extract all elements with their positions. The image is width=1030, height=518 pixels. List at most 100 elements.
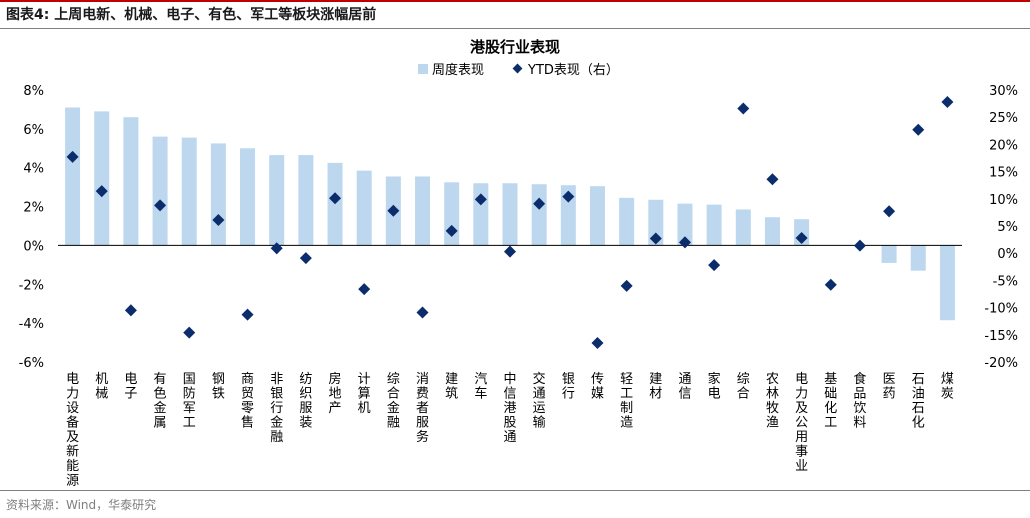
bar-weekly bbox=[531, 184, 547, 246]
point-ytd bbox=[124, 304, 137, 317]
category-label: 煤炭 bbox=[941, 372, 954, 402]
category-label: 家电 bbox=[708, 371, 721, 402]
left-tick-label: 0% bbox=[23, 239, 44, 254]
point-ytd bbox=[941, 95, 954, 108]
category-label: 综合 bbox=[737, 372, 750, 402]
left-tick-label: -6% bbox=[19, 356, 44, 371]
point-ytd bbox=[766, 173, 779, 186]
category-label: 钢铁 bbox=[212, 372, 225, 402]
right-tick-label: 15% bbox=[989, 166, 1018, 181]
point-ytd bbox=[912, 123, 925, 136]
category-label: 中信港股通 bbox=[503, 372, 516, 445]
category-label: 综合金融 bbox=[387, 372, 400, 431]
category-label: 传媒 bbox=[591, 372, 604, 402]
left-tick-label: 6% bbox=[23, 123, 44, 138]
bar-weekly bbox=[298, 155, 314, 246]
bar-weekly bbox=[152, 136, 168, 246]
point-ytd bbox=[824, 278, 837, 291]
category-label: 交通运输 bbox=[533, 371, 546, 431]
figure-title: 图表4: 上周电新、机械、电子、有色、军工等板块涨幅居前 bbox=[6, 7, 377, 23]
legend-bar-swatch bbox=[418, 64, 428, 74]
category-label: 计算机 bbox=[358, 372, 371, 416]
category-label: 机械 bbox=[95, 372, 108, 402]
title-divider bbox=[0, 28, 1030, 29]
point-ytd bbox=[853, 239, 866, 252]
right-tick-label: -5% bbox=[993, 274, 1018, 289]
point-ytd bbox=[241, 308, 254, 321]
bar-weekly bbox=[910, 245, 926, 271]
right-tick-label: 20% bbox=[989, 138, 1018, 153]
left-axis-ticks: 8% 6% 4% 2% 0% -2% -4% -6% bbox=[19, 84, 44, 371]
bar-weekly bbox=[123, 117, 139, 246]
category-label: 通信 bbox=[678, 372, 691, 402]
bar-weekly bbox=[94, 111, 110, 246]
category-label: 建筑 bbox=[445, 372, 458, 402]
right-tick-label: 10% bbox=[989, 193, 1018, 208]
category-label: 电力设备及新能源 bbox=[66, 372, 79, 489]
left-tick-label: 2% bbox=[23, 201, 44, 216]
left-tick-label: 8% bbox=[23, 84, 44, 99]
category-label: 食品饮料 bbox=[853, 371, 866, 431]
bar-weekly bbox=[181, 137, 197, 246]
bar-weekly bbox=[735, 209, 751, 246]
bar-weekly bbox=[560, 185, 576, 246]
bar-weekly bbox=[648, 199, 664, 246]
category-label: 建材 bbox=[649, 372, 662, 402]
point-ytd bbox=[416, 306, 429, 319]
bar-weekly bbox=[502, 183, 518, 246]
bar-series bbox=[65, 107, 955, 321]
legend-item-ytd: YTD表现（右） bbox=[527, 63, 619, 78]
category-label: 基础化工 bbox=[824, 372, 837, 431]
category-label: 农林牧渔 bbox=[766, 372, 779, 431]
top-rule bbox=[0, 0, 1030, 2]
point-ytd bbox=[562, 190, 575, 203]
right-tick-label: 25% bbox=[989, 111, 1018, 126]
category-label: 房地产 bbox=[329, 371, 342, 416]
right-axis-ticks: 30% 25% 20% 15% 10% 5% 0% -5% -10% -15% -20% bbox=[984, 84, 1018, 371]
point-ytd bbox=[154, 199, 167, 212]
category-label: 非银行金融 bbox=[270, 372, 283, 445]
chart: 港股行业表现 周度表现 YTD表现（右） 8% 6% 4% 2% 0% -2% -4% -6%… bbox=[19, 38, 1018, 489]
category-label: 轻工制造 bbox=[620, 372, 633, 431]
category-label: 电子 bbox=[124, 372, 137, 402]
category-label: 国防军工 bbox=[183, 372, 196, 431]
right-tick-label: 5% bbox=[997, 220, 1018, 235]
bar-weekly bbox=[589, 186, 605, 246]
bar-weekly bbox=[706, 204, 722, 246]
chart-title: 港股行业表现 bbox=[470, 38, 560, 56]
legend-diamond-swatch bbox=[512, 63, 523, 74]
bar-weekly bbox=[473, 183, 489, 246]
bar-weekly bbox=[210, 143, 226, 246]
point-ytd bbox=[183, 326, 196, 339]
point-ytd bbox=[212, 214, 225, 227]
right-tick-label: -20% bbox=[984, 356, 1018, 371]
category-label: 有色金属 bbox=[154, 372, 167, 431]
point-ytd bbox=[533, 197, 546, 210]
bar-weekly bbox=[269, 155, 285, 246]
point-ytd bbox=[620, 279, 633, 292]
source-note: 资料来源：Wind，华泰研究 bbox=[6, 498, 157, 512]
point-ytd bbox=[66, 150, 79, 163]
point-ytd bbox=[503, 245, 517, 258]
bar-weekly bbox=[240, 148, 256, 246]
bar-weekly bbox=[764, 217, 780, 246]
bar-weekly bbox=[415, 176, 431, 246]
category-label: 电力及公用事业 bbox=[795, 372, 808, 474]
bar-weekly bbox=[65, 107, 81, 246]
category-label: 商贸零售 bbox=[241, 372, 254, 431]
point-ytd bbox=[708, 259, 721, 272]
left-tick-label: -2% bbox=[19, 278, 44, 293]
point-ytd bbox=[649, 232, 662, 245]
category-label: 汽车 bbox=[474, 372, 487, 402]
legend: 周度表现 YTD表现（右） bbox=[418, 62, 619, 78]
right-tick-label: -10% bbox=[984, 302, 1018, 317]
point-ytd bbox=[95, 185, 108, 198]
bar-weekly bbox=[939, 245, 955, 321]
right-tick-label: 30% bbox=[989, 84, 1018, 99]
point-ytd bbox=[358, 283, 371, 296]
left-tick-label: -4% bbox=[19, 317, 44, 332]
bottom-divider bbox=[0, 490, 1030, 491]
bar-weekly bbox=[881, 245, 897, 263]
category-label: 银行 bbox=[562, 372, 575, 402]
point-ytd bbox=[299, 252, 312, 265]
